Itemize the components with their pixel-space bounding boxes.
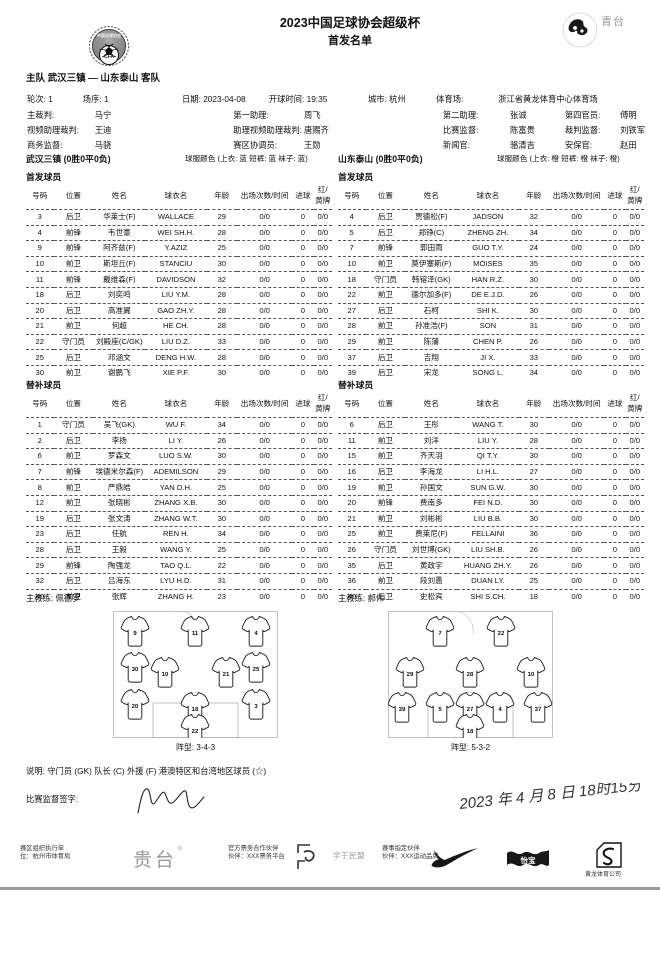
svg-text:29: 29 — [407, 671, 414, 678]
svg-text:CFA: CFA — [104, 54, 114, 60]
svg-text:37: 37 — [535, 706, 542, 713]
svg-text:2023 年 4 月 8 日 18时15分: 2023 年 4 月 8 日 18时15分 — [460, 783, 640, 813]
svg-text:39: 39 — [399, 706, 406, 713]
svg-text:怡宝: 怡宝 — [521, 855, 536, 865]
svg-text:28: 28 — [467, 671, 474, 678]
svg-text:25: 25 — [253, 666, 260, 673]
svg-text:11: 11 — [192, 630, 199, 637]
svg-text:30: 30 — [132, 666, 139, 673]
svg-text:20: 20 — [132, 703, 139, 710]
svg-text:10: 10 — [162, 671, 169, 678]
svg-text:27: 27 — [467, 706, 474, 713]
svg-text:18: 18 — [467, 728, 474, 735]
svg-text:21: 21 — [223, 671, 230, 678]
svg-text:18: 18 — [192, 706, 199, 713]
svg-text:22: 22 — [192, 728, 199, 735]
svg-text:中国足球协会: 中国足球协会 — [97, 32, 121, 38]
svg-text:22: 22 — [498, 630, 505, 637]
svg-text:10: 10 — [528, 671, 535, 678]
